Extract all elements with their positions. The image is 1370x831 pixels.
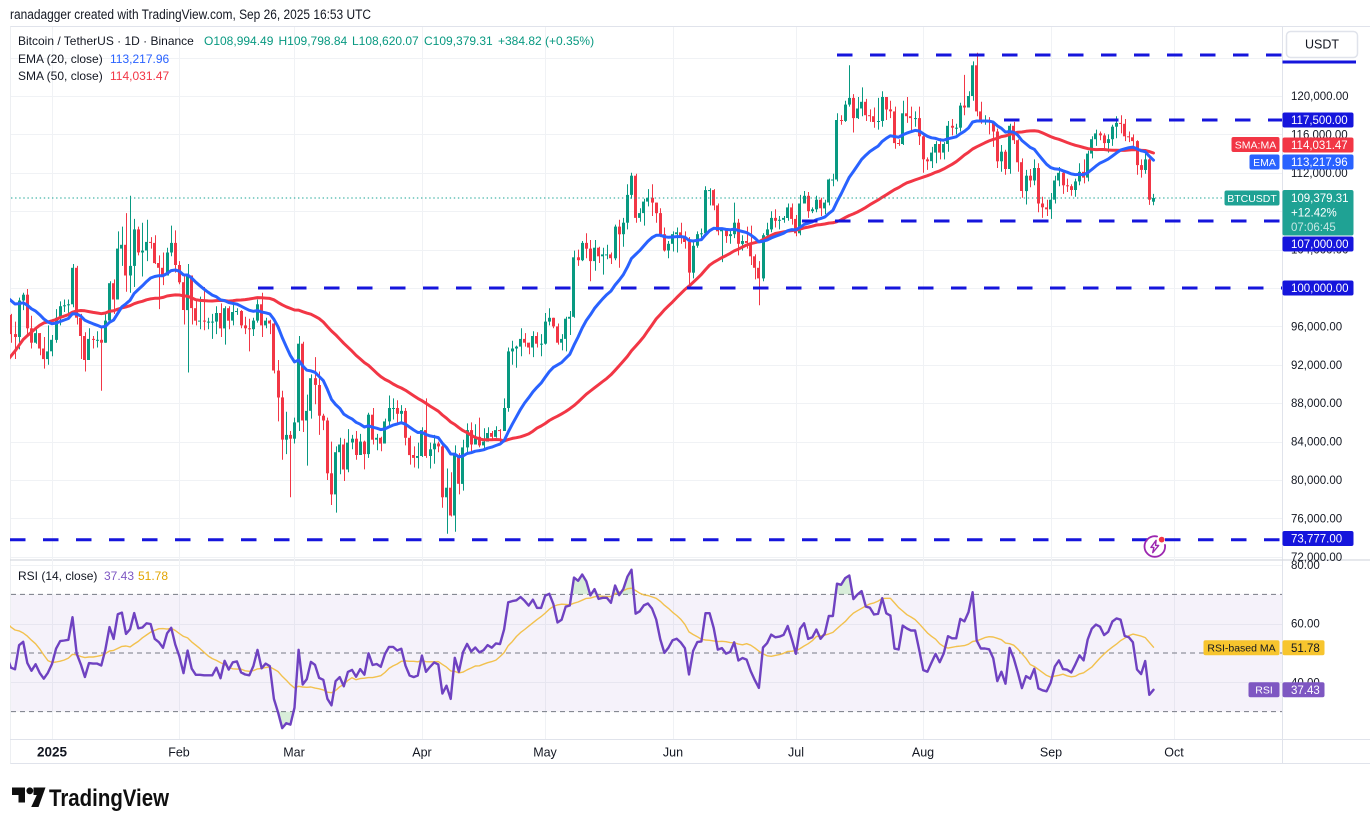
svg-text:May: May <box>533 746 557 760</box>
svg-text:EMA: EMA <box>1253 157 1276 169</box>
svg-text:120,000.00: 120,000.00 <box>1291 91 1349 103</box>
svg-text:Jul: Jul <box>788 746 804 760</box>
svg-text:80.00: 80.00 <box>1291 560 1320 572</box>
svg-text:C109,379.31: C109,379.31 <box>424 34 493 48</box>
svg-text:88,000.00: 88,000.00 <box>1291 398 1342 410</box>
svg-text:107,000.00: 107,000.00 <box>1291 239 1349 251</box>
svg-text:73,777.00: 73,777.00 <box>1291 534 1342 546</box>
svg-text:117,500.00: 117,500.00 <box>1291 115 1348 127</box>
svg-text:Oct: Oct <box>1164 746 1184 760</box>
svg-text:Bitcoin / TetherUS · 1D · Bina: Bitcoin / TetherUS · 1D · Binance <box>18 34 194 48</box>
svg-text:109,379.31: 109,379.31 <box>1291 193 1349 205</box>
svg-text:H109,798.84: H109,798.84 <box>279 34 348 48</box>
svg-text:Apr: Apr <box>412 746 431 760</box>
svg-text:RSI-based MA: RSI-based MA <box>1207 643 1275 655</box>
svg-text:Mar: Mar <box>283 746 305 760</box>
svg-text:SMA:MA: SMA:MA <box>1235 139 1276 151</box>
svg-text:USDT: USDT <box>1305 38 1339 52</box>
svg-text:37.43: 37.43 <box>104 569 134 583</box>
svg-text:BTCUSDT: BTCUSDT <box>1227 193 1277 205</box>
svg-text:114,031.47: 114,031.47 <box>110 69 169 83</box>
svg-text:92,000.00: 92,000.00 <box>1291 360 1342 372</box>
svg-text:76,000.00: 76,000.00 <box>1291 513 1342 525</box>
svg-text:SMA (50, close): SMA (50, close) <box>18 69 103 83</box>
svg-text:84,000.00: 84,000.00 <box>1291 437 1342 449</box>
svg-text:Feb: Feb <box>168 746 190 760</box>
svg-text:51.78: 51.78 <box>138 569 168 583</box>
svg-text:RSI (14, close): RSI (14, close) <box>18 569 97 583</box>
svg-text:07:06:45: 07:06:45 <box>1291 222 1336 234</box>
svg-text:+384.82 (+0.35%): +384.82 (+0.35%) <box>498 34 594 48</box>
svg-text:L108,620.07: L108,620.07 <box>352 34 419 48</box>
svg-text:2025: 2025 <box>37 745 68 760</box>
svg-text:EMA (20, close): EMA (20, close) <box>18 52 103 66</box>
svg-text:112,000.00: 112,000.00 <box>1291 168 1348 180</box>
svg-text:113,217.96: 113,217.96 <box>1291 157 1348 169</box>
svg-text:Sep: Sep <box>1040 746 1062 760</box>
svg-text:80,000.00: 80,000.00 <box>1291 475 1342 487</box>
svg-text:Jun: Jun <box>663 746 683 760</box>
svg-text:ranadagger created with Tradin: ranadagger created with TradingView.com,… <box>10 7 371 22</box>
svg-text:113,217.96: 113,217.96 <box>110 52 169 66</box>
svg-text:Aug: Aug <box>912 746 934 760</box>
svg-text:60.00: 60.00 <box>1291 619 1320 631</box>
svg-text:100,000.00: 100,000.00 <box>1291 283 1349 295</box>
svg-text:96,000.00: 96,000.00 <box>1291 321 1342 333</box>
svg-text:37.43: 37.43 <box>1291 685 1320 697</box>
svg-text:RSI: RSI <box>1255 685 1273 697</box>
svg-text:+12.42%: +12.42% <box>1291 208 1337 220</box>
svg-text:51.78: 51.78 <box>1291 643 1320 655</box>
svg-text:114,031.47: 114,031.47 <box>1291 140 1348 152</box>
svg-text:O108,994.49: O108,994.49 <box>204 34 274 48</box>
svg-text:72,000.00: 72,000.00 <box>1291 552 1342 564</box>
svg-text:TradingView: TradingView <box>49 785 169 812</box>
